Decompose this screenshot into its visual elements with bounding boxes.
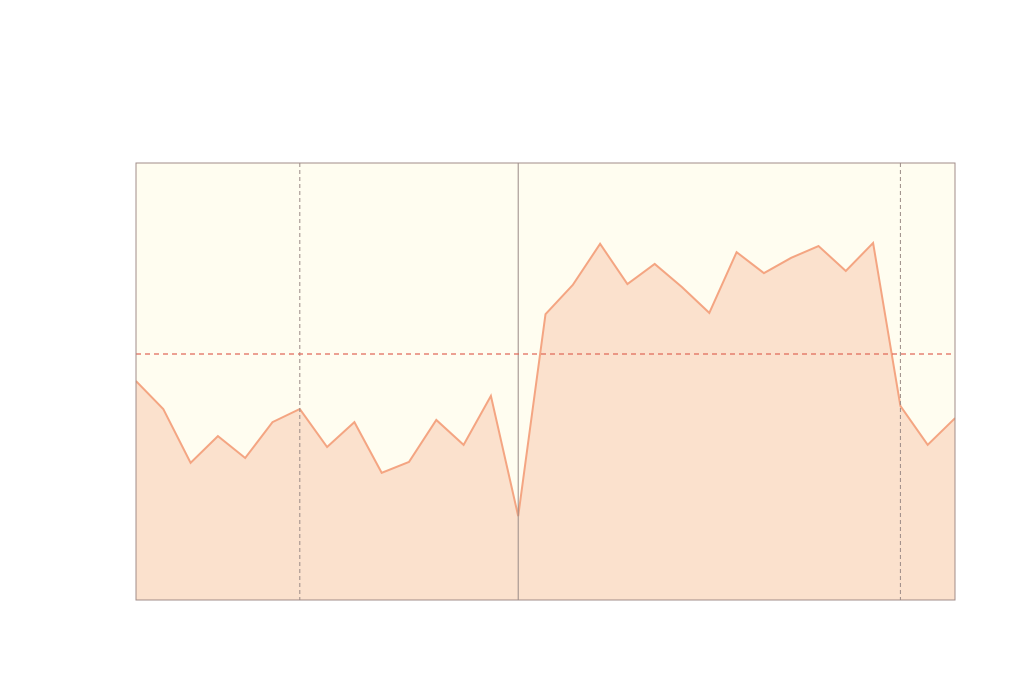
area-line [135, 240, 956, 517]
area-fill [136, 242, 955, 600]
plot-frame [135, 162, 956, 601]
